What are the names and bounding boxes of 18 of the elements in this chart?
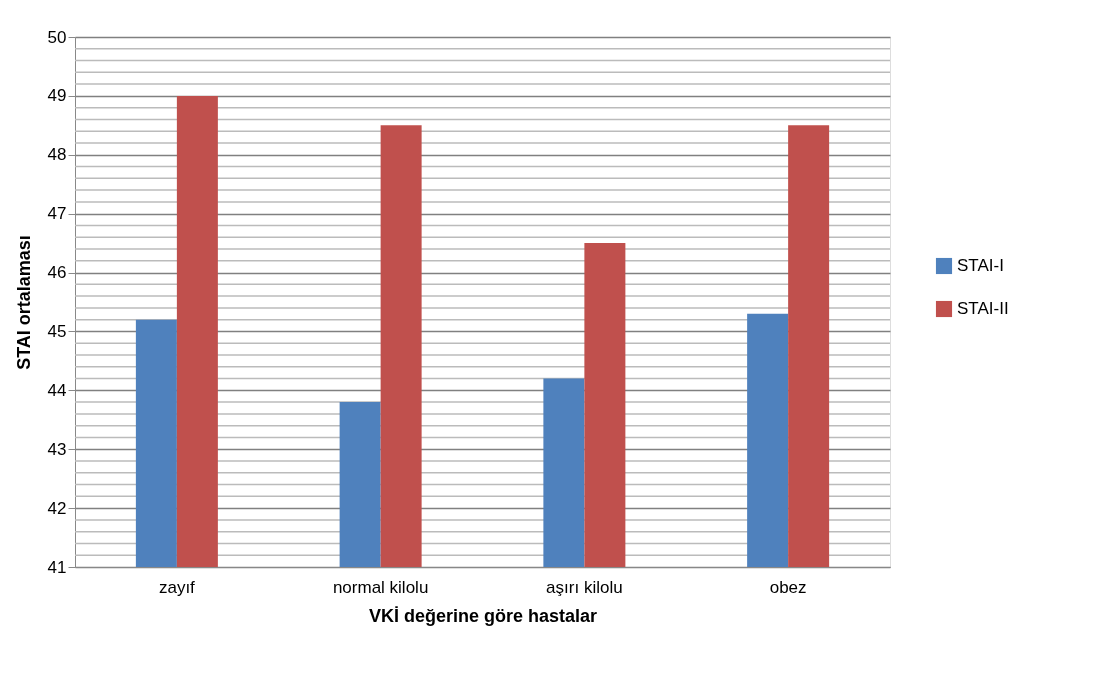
y-tick-label: 42: [47, 498, 67, 518]
y-tick-label: 49: [47, 86, 67, 106]
legend-label: STAI-I: [957, 256, 1004, 275]
x-tick-label: obez: [769, 577, 807, 597]
y-tick-label: 43: [47, 439, 67, 459]
x-tick-label: normal kilolu: [332, 577, 429, 597]
x-tick-label: aşırı kilolu: [546, 577, 623, 597]
y-axis-title: STAI ortalaması: [13, 235, 34, 370]
y-tick-label: 48: [47, 145, 67, 165]
y-tick-label: 50: [47, 27, 67, 47]
y-tick-label: 46: [47, 263, 67, 283]
y-tick-label: 44: [47, 380, 67, 400]
y-tick-label: 47: [47, 204, 67, 224]
x-axis-title: VKİ değerine göre hastalar: [368, 605, 598, 626]
legend-label: STAI-II: [957, 299, 1009, 318]
x-tick-label: zayıf: [158, 577, 196, 597]
y-tick-label: 45: [47, 321, 67, 341]
y-tick-label: 41: [47, 557, 67, 577]
